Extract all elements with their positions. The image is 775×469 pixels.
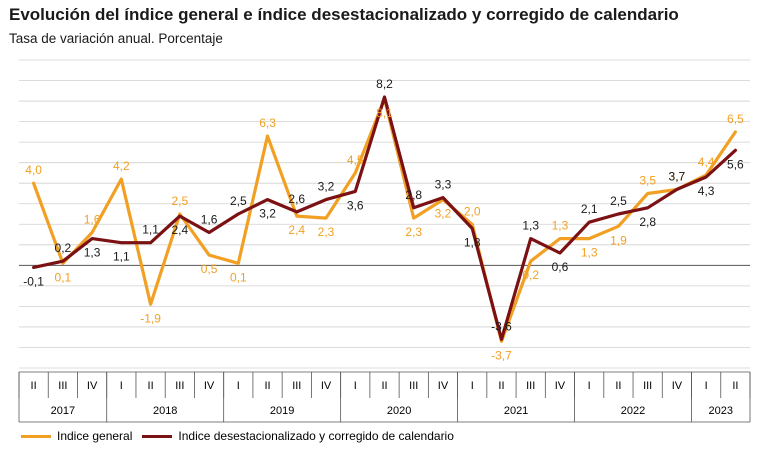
data-label-deseasonal: 2,6 bbox=[288, 192, 305, 206]
x-tick-quarter: I bbox=[354, 380, 357, 392]
data-label-deseasonal: 3,3 bbox=[435, 178, 452, 192]
x-tick-quarter: II bbox=[31, 380, 37, 392]
data-label-general: 0,1 bbox=[55, 270, 72, 284]
data-label-deseasonal: 2,4 bbox=[171, 223, 188, 237]
x-tick-year: 2022 bbox=[621, 405, 645, 417]
x-tick-quarter: I bbox=[237, 380, 240, 392]
x-tick-quarter: III bbox=[643, 380, 652, 392]
x-tick-quarter: I bbox=[471, 380, 474, 392]
x-tick-year: 2020 bbox=[387, 405, 411, 417]
data-label-deseasonal: 2,5 bbox=[230, 194, 247, 208]
data-label-general: 8,1 bbox=[376, 106, 393, 120]
x-tick-quarter: IV bbox=[438, 380, 449, 392]
x-tick-quarter: II bbox=[732, 380, 738, 392]
x-tick-quarter: I bbox=[588, 380, 591, 392]
data-label-deseasonal: 3,2 bbox=[259, 207, 276, 221]
legend: Indice general Indice desestacionalizado… bbox=[21, 429, 464, 443]
data-label-general: 1,6 bbox=[84, 212, 101, 226]
legend-item-deseasonal: Indice desestacionalizado y corregido de… bbox=[142, 429, 454, 443]
x-tick-quarter: IV bbox=[204, 380, 215, 392]
data-label-general: 0,2 bbox=[522, 268, 539, 282]
x-tick-quarter: II bbox=[381, 380, 387, 392]
data-label-deseasonal: 0,6 bbox=[552, 260, 569, 274]
legend-swatch-deseasonal bbox=[142, 434, 173, 438]
data-label-general: 2,3 bbox=[405, 225, 422, 239]
data-label-deseasonal: 1,8 bbox=[464, 235, 481, 249]
x-tick-quarter: IV bbox=[672, 380, 683, 392]
x-tick-quarter: I bbox=[120, 380, 123, 392]
x-tick-quarter: IV bbox=[555, 380, 566, 392]
data-label-general: 4,4 bbox=[698, 155, 715, 169]
data-label-deseasonal: 0,2 bbox=[55, 241, 72, 255]
data-label-deseasonal: 3,6 bbox=[347, 198, 364, 212]
legend-label-general: Indice general bbox=[57, 429, 133, 443]
chart-subtitle: Tasa de variación anual. Porcentaje bbox=[9, 31, 223, 46]
line-chart: II III IV I II III IV I II III IV I II III IV I II III IV I… bbox=[18, 59, 751, 423]
data-label-deseasonal: -0,1 bbox=[23, 274, 44, 288]
data-label-general: 4,2 bbox=[113, 159, 130, 173]
data-label-general: -1,9 bbox=[140, 311, 161, 325]
data-label-general: 2,3 bbox=[318, 225, 335, 239]
data-label-general: 3,2 bbox=[435, 207, 452, 221]
data-label-general: 1,3 bbox=[581, 246, 598, 260]
x-tick-quarter: IV bbox=[87, 380, 98, 392]
x-axis: II III IV I II III IV I II III IV I II III IV I II III IV I… bbox=[18, 371, 751, 423]
data-label-deseasonal: 1,3 bbox=[84, 246, 101, 260]
data-label-deseasonal: -3,6 bbox=[491, 319, 512, 333]
data-label-deseasonal: 5,6 bbox=[727, 157, 744, 171]
data-label-deseasonal: 1,1 bbox=[142, 223, 159, 237]
x-tick-quarter: II bbox=[148, 380, 154, 392]
data-label-deseasonal: 3,7 bbox=[669, 169, 686, 183]
x-tick-quarter: III bbox=[292, 380, 301, 392]
data-label-deseasonal: 2,8 bbox=[639, 215, 656, 229]
series-line-general bbox=[31, 97, 738, 343]
x-tick-quarter: II bbox=[498, 380, 504, 392]
x-tick-quarter: III bbox=[175, 380, 184, 392]
data-label-general: 4,5 bbox=[347, 153, 364, 167]
data-label-deseasonal: 8,2 bbox=[376, 77, 393, 91]
x-tick-quarter: I bbox=[705, 380, 708, 392]
data-label-deseasonal: 4,3 bbox=[698, 184, 715, 198]
data-labels: 4,0 0,1 1,6 4,2 -1,9 2,5 0,5 0,1 6,3 2,4 2,3 4,5 8,1… bbox=[23, 77, 744, 362]
data-label-general: 1,9 bbox=[610, 233, 627, 247]
data-label-general: 2,0 bbox=[464, 204, 481, 218]
data-label-general: 2,4 bbox=[288, 223, 305, 237]
data-label-general: 6,5 bbox=[727, 112, 744, 126]
x-tick-quarter: IV bbox=[321, 380, 332, 392]
x-tick-quarter: III bbox=[526, 380, 535, 392]
data-label-general: 4,0 bbox=[25, 163, 42, 177]
x-tick-year: 2017 bbox=[51, 405, 75, 417]
x-tick-quarter: III bbox=[58, 380, 67, 392]
x-tick-quarter: II bbox=[615, 380, 621, 392]
legend-label-deseasonal: Indice desestacionalizado y corregido de… bbox=[178, 429, 454, 443]
data-label-general: 1,3 bbox=[552, 219, 569, 233]
data-label-deseasonal: 2,1 bbox=[581, 202, 598, 216]
data-label-general: 0,1 bbox=[230, 270, 247, 284]
data-label-deseasonal: 2,5 bbox=[610, 194, 627, 208]
data-label-deseasonal: 1,6 bbox=[201, 212, 218, 226]
chart-title: Evolución del índice general e índice de… bbox=[9, 5, 679, 24]
series-line-deseasonal bbox=[31, 95, 738, 341]
data-label-deseasonal: 2,8 bbox=[405, 188, 422, 202]
x-tick-quarter: III bbox=[409, 380, 418, 392]
data-label-general: 2,5 bbox=[171, 194, 188, 208]
x-tick-year: 2019 bbox=[270, 405, 294, 417]
data-label-general: 0,5 bbox=[201, 262, 218, 276]
series-lines bbox=[31, 95, 738, 343]
gridlines bbox=[19, 59, 750, 369]
x-tick-year: 2018 bbox=[153, 405, 177, 417]
data-label-general: -3,7 bbox=[491, 348, 512, 362]
x-tick-quarter: II bbox=[264, 380, 270, 392]
legend-item-general: Indice general bbox=[21, 429, 132, 443]
x-tick-year: 2021 bbox=[504, 405, 528, 417]
data-label-general: 3,5 bbox=[639, 173, 656, 187]
x-tick-year: 2023 bbox=[709, 405, 733, 417]
data-label-deseasonal: 3,2 bbox=[318, 180, 335, 194]
data-label-general: 3,7 bbox=[669, 169, 686, 183]
data-label-general: 6,3 bbox=[259, 116, 276, 130]
data-label-deseasonal: 1,1 bbox=[113, 250, 130, 264]
data-label-deseasonal: 1,3 bbox=[522, 219, 539, 233]
legend-swatch-general bbox=[21, 434, 51, 438]
